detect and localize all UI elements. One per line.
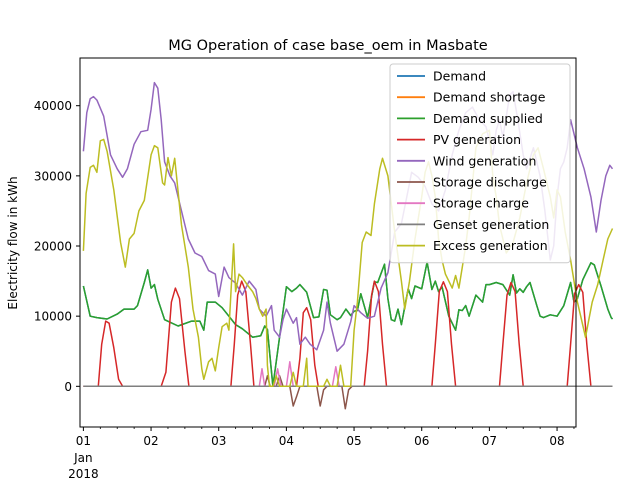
- series-line-2: [82, 261, 614, 388]
- x-tick-label: 04: [279, 434, 294, 448]
- y-axis: 0 10000 20000 30000 40000: [34, 99, 80, 394]
- x-tick-label: 07: [482, 434, 497, 448]
- legend-label: PV generation: [433, 132, 521, 147]
- plot-frame: [79, 57, 577, 428]
- legend-label: Demand shortage: [433, 90, 546, 105]
- legend-label: Wind generation: [433, 153, 536, 168]
- legend-label: Demand: [433, 69, 486, 84]
- legend-box: [389, 63, 571, 264]
- x-tick-label: 08: [549, 434, 564, 448]
- plot-series: [82, 81, 614, 410]
- x-tick-label: 01: [76, 434, 91, 448]
- y-axis-label: Electricity flow in kWh: [6, 176, 20, 309]
- legend-label: Excess generation: [433, 238, 548, 253]
- legend-label: Storage discharge: [433, 175, 547, 190]
- legend-label: Demand supplied: [433, 111, 543, 126]
- y-tick-label: 30000: [34, 169, 72, 183]
- x-tick-label: 02: [143, 434, 158, 448]
- x-tick-sublabel: Jan: [73, 451, 93, 465]
- x-tick-sublabel: 2018: [68, 467, 99, 480]
- y-tick-label: 0: [64, 380, 72, 394]
- x-axis: 01 02 03 04 05 06 07 08 Jan 2018: [68, 427, 575, 480]
- y-tick-label: 10000: [34, 310, 72, 324]
- chart-title: MG Operation of case base_oem in Masbate: [168, 38, 488, 54]
- y-tick-label: 40000: [34, 99, 72, 113]
- x-tick-label: 05: [346, 434, 361, 448]
- x-tick-label: 03: [211, 434, 226, 448]
- legend-label: Genset generation: [433, 217, 549, 232]
- legend-label: Storage charge: [433, 196, 529, 211]
- x-tick-label: 06: [414, 434, 429, 448]
- legend: Demand Demand shortage Demand supplied PV g…: [389, 63, 571, 264]
- y-tick-label: 20000: [34, 240, 72, 254]
